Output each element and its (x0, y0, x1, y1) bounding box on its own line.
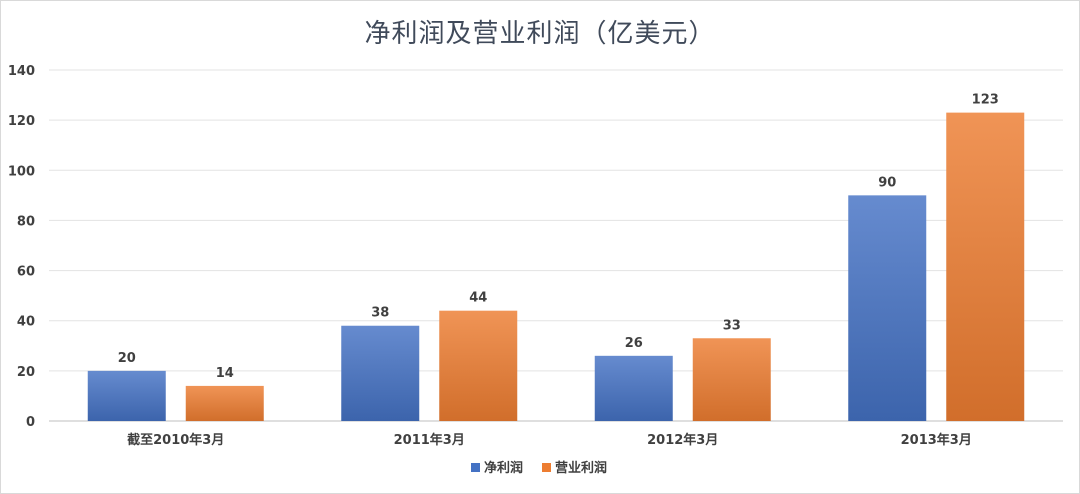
data-labels: 20 14 38 44 26 33 90 123 (118, 93, 999, 381)
x-category-label: 截至2010年3月 (127, 432, 224, 448)
data-label: 38 (371, 306, 389, 321)
y-tick-label: 0 (26, 415, 35, 430)
y-tick-label: 80 (17, 214, 35, 229)
bar-net-profit (341, 325, 420, 421)
bar-operating-profit (946, 112, 1025, 421)
data-label: 33 (723, 318, 741, 333)
data-label: 44 (469, 291, 487, 306)
y-tick-label: 120 (8, 114, 35, 129)
legend: 净利润 营业利润 (471, 460, 607, 476)
y-tick-label: 60 (17, 265, 35, 280)
data-label: 14 (216, 366, 234, 381)
x-category-label: 2013年3月 (901, 432, 972, 448)
data-label: 123 (972, 93, 999, 108)
bar-net-profit (87, 370, 166, 421)
y-tick-label: 140 (8, 64, 35, 79)
legend-swatch (471, 463, 480, 472)
y-tick-label: 40 (17, 315, 35, 330)
x-axis-categories: 截至2010年3月 2011年3月 2012年3月 2013年3月 (127, 432, 972, 448)
bar-net-profit (848, 195, 927, 421)
y-tick-label: 100 (8, 164, 35, 179)
data-label: 26 (625, 336, 643, 351)
data-label: 20 (118, 351, 136, 366)
legend-label: 净利润 (484, 460, 523, 476)
bars (87, 112, 1025, 421)
x-category-label: 2012年3月 (647, 432, 718, 448)
y-tick-label: 20 (17, 365, 35, 380)
legend-label: 营业利润 (555, 460, 607, 476)
bar-operating-profit (439, 310, 518, 421)
chart-title: 净利润及营业利润（亿美元） (364, 19, 716, 49)
legend-swatch (542, 463, 551, 472)
data-label: 90 (878, 175, 896, 190)
bar-operating-profit (185, 385, 264, 421)
y-axis-ticks: 0 20 40 60 80 100 120 140 (8, 64, 35, 430)
bar-operating-profit (692, 338, 771, 421)
x-category-label: 2011年3月 (394, 432, 465, 448)
bar-net-profit (594, 355, 673, 421)
